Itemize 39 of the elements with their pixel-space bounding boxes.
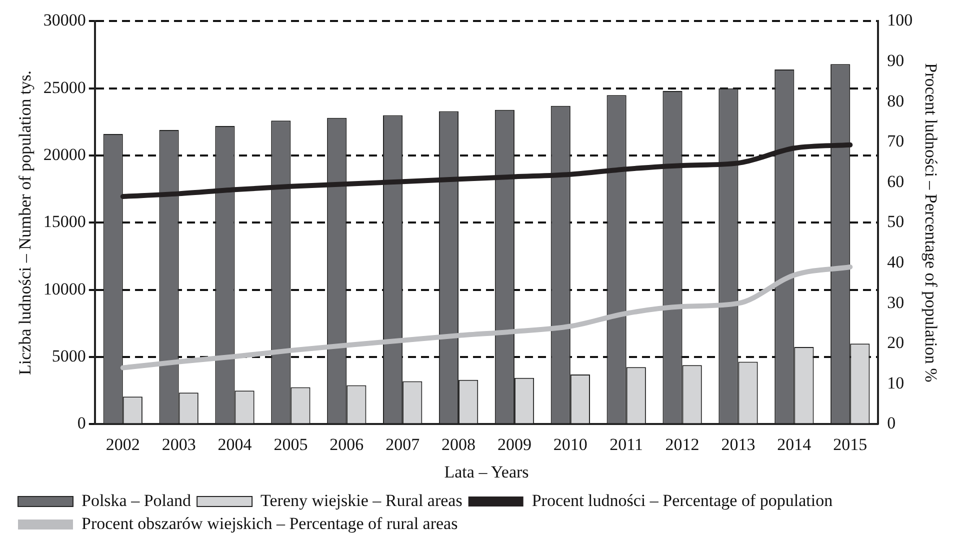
y-tick-label: 20000 <box>43 145 86 164</box>
legend-label: Procent obszarów wiejskich – Percentage of rural areas <box>82 514 458 533</box>
y-tick-label: 15000 <box>43 212 86 232</box>
x-tick-label: 2009 <box>497 434 532 454</box>
legend-label: Tereny wiejskie – Rural areas <box>260 490 462 510</box>
legend-label: Polska – Poland <box>82 490 192 510</box>
y-tick-label: 30000 <box>43 10 86 30</box>
x-tick-label: 2005 <box>274 434 308 454</box>
y2-tick-label: 20 <box>887 333 904 352</box>
x-tick-label: 2002 <box>106 434 140 454</box>
y2-tick-label: 90 <box>887 50 904 70</box>
y2-tick-label: 40 <box>887 252 904 272</box>
x-tick-label: 2012 <box>665 434 700 454</box>
y-axis-title: Liczba ludności – Number of population tys. <box>16 70 35 375</box>
x-tick-label: 2013 <box>721 434 756 454</box>
x-tick-label: 2007 <box>386 434 420 454</box>
y2-axis-title: Procent ludności – Percentage of population % <box>921 63 940 382</box>
y2-tick-label: 0 <box>887 414 896 433</box>
x-tick-label: 2014 <box>777 434 812 454</box>
x-tick-label: 2008 <box>442 434 476 454</box>
y2-tick-label: 30 <box>887 292 904 312</box>
y-tick-label: 25000 <box>43 78 86 97</box>
legend-label: Procent ludności – Percentage of population <box>532 490 834 510</box>
x-tick-label: 2010 <box>553 434 588 454</box>
y2-tick-label: 100 <box>887 10 913 30</box>
y2-tick-label: 70 <box>887 132 904 151</box>
y2-tick-label: 80 <box>887 91 904 110</box>
x-tick-label: 2015 <box>833 434 868 454</box>
x-axis-title: Lata – Years <box>444 462 529 482</box>
y2-tick-label: 60 <box>887 172 904 191</box>
y-tick-label: 0 <box>77 414 86 433</box>
x-tick-label: 2004 <box>218 434 252 454</box>
y2-tick-label: 50 <box>887 212 904 232</box>
x-tick-label: 2011 <box>610 434 644 454</box>
x-tick-label: 2006 <box>330 434 364 454</box>
x-tick-label: 2003 <box>162 434 196 454</box>
y-tick-label: 5000 <box>52 346 86 366</box>
y2-tick-label: 10 <box>887 373 904 392</box>
y-tick-label: 10000 <box>43 279 86 298</box>
